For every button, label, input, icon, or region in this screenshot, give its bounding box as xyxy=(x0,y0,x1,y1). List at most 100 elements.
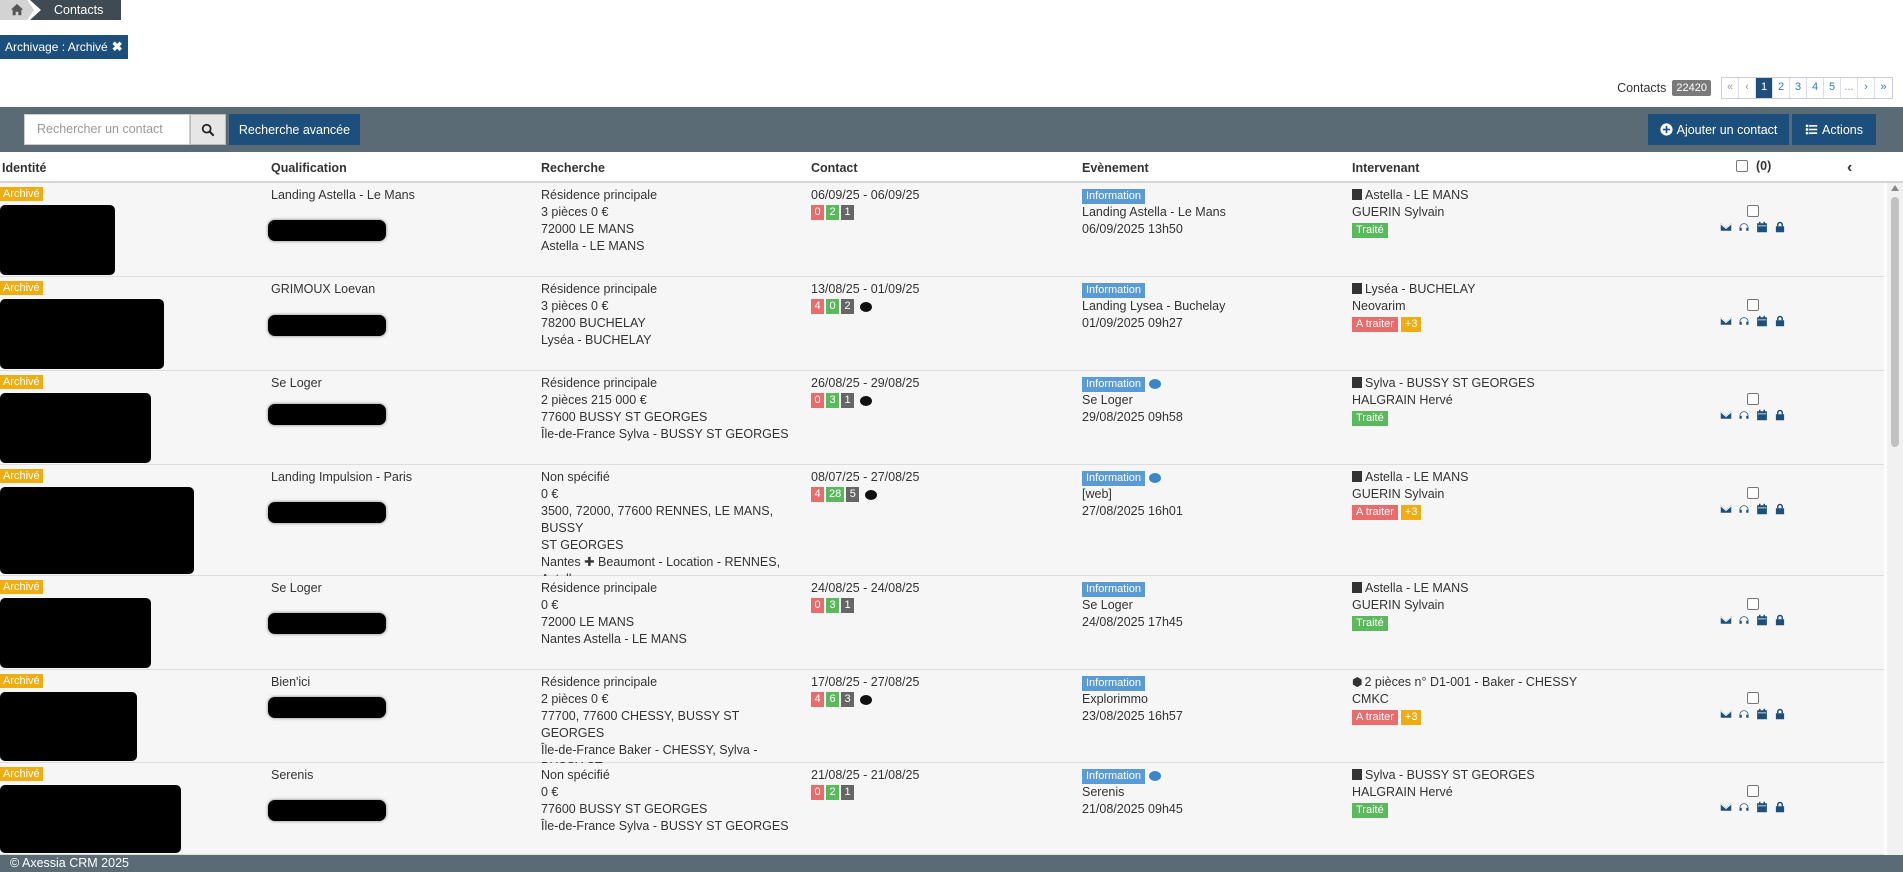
table-row[interactable]: Archivé GRIMOUX Loevan Résidence princip… xyxy=(0,277,1884,371)
recherche-line: Nantes Astella - LE MANS xyxy=(541,632,687,646)
headset-icon[interactable] xyxy=(1738,801,1750,816)
calendar-icon[interactable] xyxy=(1756,801,1768,816)
table-row[interactable]: Archivé Se Loger Résidence principale 0 €… xyxy=(0,576,1884,670)
lock-icon[interactable] xyxy=(1774,503,1786,518)
mail-icon[interactable] xyxy=(1720,801,1732,816)
page-last-button[interactable]: » xyxy=(1875,78,1892,98)
comment-icon[interactable] xyxy=(860,301,872,312)
intervenant-name: Neovarim xyxy=(1352,299,1406,313)
status-extra-badge[interactable]: +3 xyxy=(1400,710,1422,725)
headset-icon[interactable] xyxy=(1738,614,1750,629)
row-checkbox[interactable] xyxy=(1747,692,1759,704)
table-row[interactable]: Archivé Se Loger Résidence principale 2 p… xyxy=(0,371,1884,465)
search-button[interactable] xyxy=(190,114,226,145)
page-button-4[interactable]: 4 xyxy=(1807,78,1824,98)
page-ellipsis: ... xyxy=(1841,78,1858,98)
chevron-left-icon[interactable]: ‹ xyxy=(1847,159,1853,176)
toolbar: Rechercher un contact Recherche avancée … xyxy=(0,107,1903,152)
scrollbar[interactable] xyxy=(1887,183,1903,855)
breadcrumb: Contacts xyxy=(0,0,122,20)
lock-icon[interactable] xyxy=(1774,409,1786,424)
comment-icon[interactable] xyxy=(865,489,878,500)
filter-chip-archivage[interactable]: Archivage : Archivé ✖ xyxy=(0,35,128,59)
row-checkbox[interactable] xyxy=(1747,487,1759,499)
comment-icon[interactable] xyxy=(1149,770,1162,781)
headset-icon[interactable] xyxy=(1738,409,1750,424)
plus-circle-icon xyxy=(1660,123,1673,136)
mail-icon[interactable] xyxy=(1720,315,1732,330)
row-checkbox[interactable] xyxy=(1747,205,1759,217)
advanced-search-button[interactable]: Recherche avancée xyxy=(229,114,360,145)
lock-icon[interactable] xyxy=(1774,221,1786,236)
mail-icon[interactable] xyxy=(1720,503,1732,518)
headset-icon[interactable] xyxy=(1738,221,1750,236)
page-next-button[interactable]: › xyxy=(1858,78,1875,98)
headset-icon[interactable] xyxy=(1738,708,1750,723)
table-row[interactable]: Archivé Landing Impulsion - Paris Non sp… xyxy=(0,465,1884,603)
mail-icon[interactable] xyxy=(1720,708,1732,723)
event-line: 27/08/2025 16h01 xyxy=(1082,504,1183,518)
event-tag: Information xyxy=(1082,471,1146,486)
page-button-1[interactable]: 1 xyxy=(1756,78,1773,98)
lock-icon[interactable] xyxy=(1774,708,1786,723)
calendar-icon[interactable] xyxy=(1756,315,1768,330)
column-recherche[interactable]: Recherche xyxy=(541,161,605,175)
lock-icon[interactable] xyxy=(1774,315,1786,330)
recherche-line: Résidence principale xyxy=(541,581,658,595)
calendar-icon[interactable] xyxy=(1756,708,1768,723)
calendar-icon[interactable] xyxy=(1756,614,1768,629)
row-checkbox[interactable] xyxy=(1747,393,1759,405)
page-button-5[interactable]: 5 xyxy=(1824,78,1841,98)
scroll-up-arrow[interactable] xyxy=(1891,185,1899,191)
page-button-2[interactable]: 2 xyxy=(1773,78,1790,98)
row-checkbox[interactable] xyxy=(1747,785,1759,797)
search-input[interactable]: Rechercher un contact xyxy=(24,114,190,145)
comment-icon[interactable] xyxy=(1149,378,1162,389)
row-checkbox[interactable] xyxy=(1747,598,1759,610)
lock-icon[interactable] xyxy=(1774,801,1786,816)
mail-icon[interactable] xyxy=(1720,409,1732,424)
redacted-identity xyxy=(0,785,181,853)
status-extra-badge[interactable]: +3 xyxy=(1400,317,1422,332)
scroll-thumb[interactable] xyxy=(1891,197,1899,447)
column-intervenant[interactable]: Intervenant xyxy=(1352,161,1420,175)
headset-icon[interactable] xyxy=(1738,315,1750,330)
status-badge: A traiter xyxy=(1352,317,1398,332)
table-row[interactable]: Archivé Serenis Non spécifié 0 € 77600 BUS… xyxy=(0,763,1884,855)
breadcrumb-contacts[interactable]: Contacts xyxy=(30,0,122,20)
recherche-line: Résidence principale xyxy=(541,282,658,296)
page-prev-button[interactable]: ‹ xyxy=(1739,78,1756,98)
recherche-line: ST GEORGES xyxy=(541,538,624,552)
table-row[interactable]: Archivé Landing Astella - Le Mans Réside… xyxy=(0,183,1884,277)
add-contact-button[interactable]: Ajouter un contact xyxy=(1648,114,1789,145)
close-icon[interactable]: ✖ xyxy=(111,39,123,54)
contact-counts: 4 28 5 xyxy=(811,487,919,502)
recherche-line: 3 pièces 0 € xyxy=(541,205,609,219)
recherche-line: 72000 LE MANS xyxy=(541,615,635,629)
column-contact[interactable]: Contact xyxy=(811,161,858,175)
mail-icon[interactable] xyxy=(1720,614,1732,629)
contact-dates: 08/07/25 - 27/08/25 xyxy=(811,470,920,484)
comment-icon[interactable] xyxy=(860,395,872,406)
calendar-icon[interactable] xyxy=(1756,503,1768,518)
recherche-line: Résidence principale xyxy=(541,188,658,202)
select-all-checkbox[interactable] xyxy=(1736,160,1748,172)
page-button-3[interactable]: 3 xyxy=(1790,78,1807,98)
calendar-icon[interactable] xyxy=(1756,409,1768,424)
calendar-icon[interactable] xyxy=(1756,221,1768,236)
comment-icon[interactable] xyxy=(1149,472,1162,483)
headset-icon[interactable] xyxy=(1738,503,1750,518)
actions-button[interactable]: Actions xyxy=(1792,114,1876,145)
lock-icon[interactable] xyxy=(1774,614,1786,629)
row-checkbox[interactable] xyxy=(1747,299,1759,311)
mail-icon[interactable] xyxy=(1720,221,1732,236)
column-evenement[interactable]: Evènement xyxy=(1082,161,1149,175)
column-qualification[interactable]: Qualification xyxy=(271,161,347,175)
table-row[interactable]: Archivé Bien'ici Résidence principale 2 p… xyxy=(0,670,1884,791)
page-first-button[interactable]: « xyxy=(1722,78,1739,98)
home-icon[interactable] xyxy=(0,0,34,20)
status-extra-badge[interactable]: +3 xyxy=(1400,505,1422,520)
event-line: [web] xyxy=(1082,487,1112,501)
column-identite[interactable]: Identité xyxy=(2,161,47,175)
comment-icon[interactable] xyxy=(860,694,872,705)
